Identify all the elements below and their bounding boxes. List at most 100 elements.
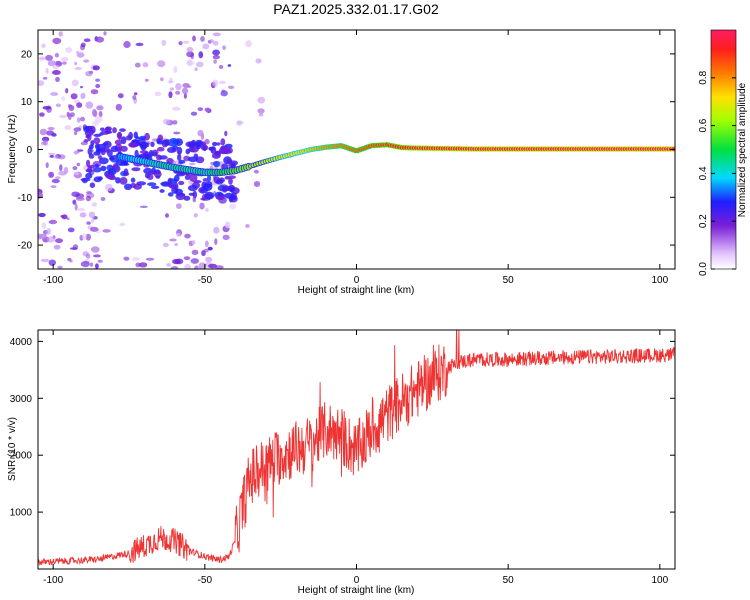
- spectrogram-noise-blob: [48, 171, 54, 178]
- spectrogram-noise-blob: [70, 247, 78, 250]
- spectrogram-noise-blob: [55, 238, 63, 244]
- spectrogram-noise-blob: [67, 227, 75, 233]
- spectrogram-noise-blob: [55, 103, 62, 108]
- spectrogram-noise-blob: [183, 40, 190, 44]
- spectrogram-noise-blob: [237, 121, 244, 124]
- spectrogram-spread-blob: [128, 131, 134, 140]
- spectrogram-noise-blob: [54, 52, 60, 58]
- spectrogram-noise-blob: [38, 212, 46, 218]
- spectrogram-noise-blob: [51, 133, 57, 137]
- spectrogram-noise-blob: [85, 101, 94, 109]
- spectrogram-noise-blob: [68, 105, 75, 111]
- spectrogram-noise-blob: [245, 224, 250, 228]
- spectrogram-spread-blob: [163, 139, 171, 143]
- spectrogram-noise-blob: [182, 87, 189, 95]
- spectrogram-noise-blob: [169, 87, 175, 91]
- spectrogram-noise-blob: [51, 178, 60, 184]
- chart-title: PAZ1.2025.332.01.17.G02: [273, 1, 439, 17]
- spectrogram-noise-blob: [212, 40, 219, 46]
- spectrogram-noise-blob: [92, 109, 98, 118]
- spectrogram-noise-blob: [57, 265, 63, 269]
- spectrogram-noise-blob: [80, 85, 83, 89]
- spectrogram-noise-blob: [173, 65, 178, 74]
- spectrogram-noise-blob: [92, 254, 101, 258]
- spectrogram-noise-blob: [132, 95, 137, 100]
- spectrogram-spread-blob: [100, 127, 105, 131]
- spectrogram-noise-blob: [95, 36, 105, 43]
- spectrogram-spread-blob: [94, 143, 100, 150]
- snr-xtick-label: -100: [43, 575, 63, 586]
- spectrogram-noise-blob: [117, 93, 124, 99]
- spectrogram-noise-blob: [187, 59, 193, 67]
- spectrogram-noise-blob: [46, 236, 56, 243]
- spectrogram-noise-blob: [102, 229, 111, 233]
- spectrogram-noise-blob: [38, 233, 47, 240]
- spectrogram-ytick-label: 10: [21, 97, 33, 108]
- spectrogram-spread-blob: [119, 128, 126, 132]
- spectrogram-noise-blob: [184, 263, 191, 269]
- spectrogram-spread-blob: [224, 176, 230, 180]
- spectrogram-spread-blob: [93, 151, 101, 156]
- spectrogram-spread-blob: [226, 159, 233, 164]
- colorbar-tick-label: 0.4: [698, 166, 709, 180]
- spectrogram-spread-blob: [83, 139, 89, 143]
- spectrogram-noise-blob: [194, 67, 198, 72]
- spectrogram-spread-blob: [112, 163, 119, 171]
- spectrogram-noise-blob: [134, 92, 138, 96]
- spectrogram-noise-blob: [169, 77, 173, 84]
- spectrogram-noise-blob: [134, 62, 141, 68]
- spectrogram-noise-blob: [212, 55, 220, 60]
- spectrogram-noise-blob: [96, 105, 104, 111]
- spectrogram-noise-blob: [75, 172, 79, 176]
- spectrogram-spread-blob: [203, 183, 213, 191]
- spectrogram-noise-blob: [71, 191, 80, 197]
- spectrogram-noise-blob: [90, 89, 99, 95]
- spectrogram-noise-blob: [72, 166, 78, 171]
- spectrogram-spread-blob: [155, 175, 161, 179]
- spectrogram-noise-blob: [123, 256, 130, 261]
- spectrogram-spread-blob: [131, 167, 141, 172]
- spectrogram-noise-blob: [45, 67, 49, 74]
- colorbar: 0.0 0.2 0.4 0.6 0.8 Normalized spectral ampl…: [698, 29, 748, 276]
- spectrogram-spread-blob: [87, 147, 93, 156]
- spectrogram-noise-blob: [175, 83, 182, 91]
- spectrogram-noise-blob: [186, 47, 194, 52]
- spectrogram-noise-blob: [58, 31, 63, 37]
- spectrogram-noise-blob: [39, 112, 45, 117]
- spectrogram-noise-blob: [207, 246, 213, 251]
- spectrogram-noise-blob: [191, 240, 196, 245]
- spectrogram-noise-blob: [190, 258, 200, 264]
- spectrogram-noise-blob: [75, 197, 85, 201]
- spectrogram-noise-blob: [257, 108, 265, 114]
- spectrogram-noise-blob: [95, 78, 101, 82]
- spectrogram-noise-blob: [59, 114, 67, 119]
- spectrogram-noise-blob: [173, 131, 181, 135]
- spectrogram-spread-blob: [228, 184, 236, 193]
- spectrogram-noise-blob: [66, 217, 70, 220]
- spectrogram-spread-blob: [130, 177, 136, 183]
- spectrogram-noise-blob: [162, 242, 169, 248]
- spectrogram-noise-blob: [95, 115, 103, 123]
- spectrogram-noise-blob: [90, 226, 99, 232]
- spectrogram-noise-blob: [183, 256, 191, 261]
- spectrogram-ytick-label: 0: [26, 145, 32, 156]
- spectrogram-ytick-label: -10: [18, 193, 33, 204]
- spectrogram-ytick-label: 20: [21, 49, 33, 60]
- colorbar-tick-label: 0.0: [698, 262, 709, 276]
- spectrogram-noise-blob: [131, 257, 141, 262]
- spectrogram-spread-blob: [90, 140, 95, 147]
- spectrogram-noise-blob: [88, 211, 96, 218]
- spectrogram-noise-blob: [97, 259, 103, 263]
- spectrogram-spread-blob: [187, 185, 198, 192]
- spectrogram-spread-blob: [192, 190, 198, 199]
- spectrogram-noise-blob: [170, 266, 179, 269]
- spectrogram-noise-blob: [198, 51, 204, 59]
- spectrogram-noise-blob: [224, 221, 231, 229]
- spectrogram-noise-blob: [48, 219, 58, 225]
- spectrogram-spread-blob: [228, 177, 233, 185]
- spectrogram-noise-blob: [85, 195, 91, 202]
- colorbar-tick-label: 0.8: [698, 70, 709, 84]
- spectrogram-noise-blob: [72, 199, 77, 205]
- spectrogram-spread-blob: [228, 195, 234, 203]
